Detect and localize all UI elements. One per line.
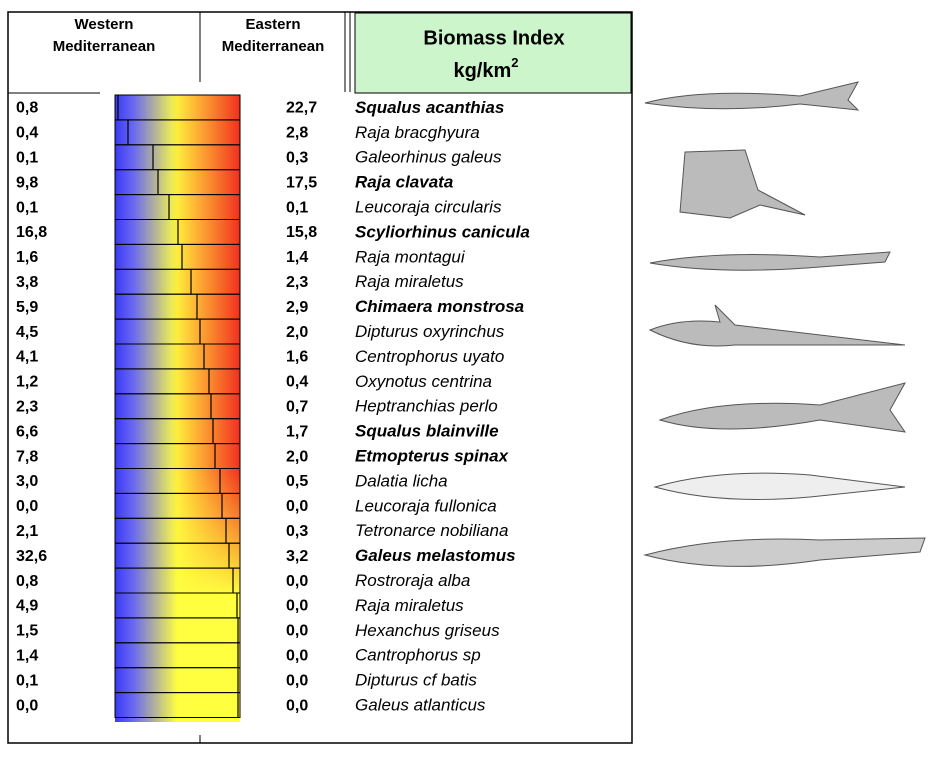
eastern-value: 0,0 — [286, 647, 308, 664]
western-value: 0,8 — [16, 100, 38, 117]
species: Raja miraletus — [355, 596, 464, 615]
species: Dipturus oxyrinchus — [355, 322, 505, 341]
eastern-value: 22,7 — [286, 100, 317, 117]
species: Squalus blainville — [355, 422, 499, 441]
species: Tetronarce nobiliana — [355, 521, 508, 540]
species: Centrophorus uyato — [355, 347, 504, 366]
species: Etmopterus spinax — [355, 447, 510, 466]
eastern-value: 0,7 — [286, 398, 308, 415]
western-value: 0,4 — [16, 125, 38, 142]
western-value: 0,1 — [16, 149, 38, 166]
western-value: 1,5 — [16, 623, 38, 640]
western-value: 32,6 — [16, 548, 47, 565]
western-value: 4,1 — [16, 349, 38, 366]
gradient — [115, 95, 240, 722]
eastern-value: 1,6 — [286, 349, 308, 366]
eastern-value: 0,0 — [286, 672, 308, 689]
header: Mediterranean — [222, 38, 325, 55]
eastern-value: 2,0 — [286, 324, 308, 341]
eastern-value: 2,8 — [286, 125, 308, 142]
western-value: 9,8 — [16, 174, 38, 191]
rows: 0,8 22,7 Squalus acanthias 0,4 2,8 Raja bracg… — [16, 94, 530, 718]
western-value: 1,4 — [16, 647, 38, 664]
header: Eastern — [245, 16, 300, 33]
fish — [653, 472, 906, 500]
western-value: 7,8 — [16, 448, 38, 465]
western-value: 0,1 — [16, 199, 38, 216]
header: Western — [75, 16, 134, 33]
eastern-value: 0,4 — [286, 374, 308, 391]
eastern-value: 17,5 — [286, 174, 317, 191]
species: Rostroraja alba — [355, 571, 470, 590]
western-value: 1,6 — [16, 249, 38, 266]
species: Galeus melastomus — [355, 546, 516, 565]
western-value: 4,5 — [16, 324, 38, 341]
species: Chimaera monstrosa — [355, 297, 524, 316]
species: Dalatia licha — [355, 471, 448, 490]
eastern-value: 0,0 — [286, 697, 308, 714]
western-value: 4,9 — [16, 598, 38, 615]
species: Leucoraja circularis — [355, 198, 502, 217]
species: Dipturus cf batis — [355, 671, 477, 690]
species: Hexanchus griseus — [355, 621, 500, 640]
fish — [649, 251, 891, 271]
eastern-value: 0,3 — [286, 523, 308, 540]
western-value: 0,8 — [16, 573, 38, 590]
eastern-value: 0,5 — [286, 473, 308, 490]
western-value: 0,1 — [16, 672, 38, 689]
eastern-value: 15,8 — [286, 224, 317, 241]
fish — [643, 537, 926, 567]
eastern-value: 0,0 — [286, 498, 308, 515]
species: Leucoraja fullonica — [355, 496, 497, 515]
eastern-value: 2,3 — [286, 274, 308, 291]
header: Mediterranean — [53, 38, 156, 55]
eastern-value: 1,4 — [286, 249, 308, 266]
species: Cantrophorus sp — [355, 646, 481, 665]
fish — [644, 81, 860, 111]
western-value: 2,3 — [16, 398, 38, 415]
eastern-value: 0,3 — [286, 149, 308, 166]
western-value: 1,2 — [16, 374, 38, 391]
western-value: 3,0 — [16, 473, 38, 490]
species: Raja bracghyura — [355, 123, 480, 142]
species: Raja miraletus — [355, 272, 464, 291]
unit: kg/km2 — [453, 55, 518, 82]
eastern-value: 2,0 — [286, 448, 308, 465]
species: Raja clavata — [355, 173, 453, 192]
species: Heptranchias perlo — [355, 397, 498, 416]
title-box — [354, 12, 632, 94]
fish — [658, 382, 907, 433]
species: Oxynotus centrina — [355, 372, 492, 391]
title: Biomass Index — [423, 27, 564, 49]
fish — [648, 304, 906, 347]
western-value: 2,1 — [16, 523, 38, 540]
ray — [679, 149, 806, 219]
eastern-value: 2,9 — [286, 299, 308, 316]
eastern-value: 0,0 — [286, 623, 308, 640]
western-value: 16,8 — [16, 224, 47, 241]
western-value: 0,0 — [16, 498, 38, 515]
species: Galeorhinus galeus — [355, 148, 502, 167]
eastern-value: 0,0 — [286, 573, 308, 590]
row-cell — [114, 692, 241, 718]
unit-power: 2 — [511, 55, 518, 70]
western-value: 6,6 — [16, 423, 38, 440]
frame — [7, 11, 633, 744]
western-value: 3,8 — [16, 274, 38, 291]
species: Scyliorhinus canicula — [355, 222, 530, 241]
eastern-value: 0,0 — [286, 598, 308, 615]
species: Squalus acanthias — [355, 98, 504, 117]
unit-text: kg/km — [453, 60, 511, 82]
species: Raja montagui — [355, 247, 466, 266]
western-value: 5,9 — [16, 299, 38, 316]
eastern-value: 0,1 — [286, 199, 308, 216]
illustrations — [643, 81, 926, 567]
eastern-value: 1,7 — [286, 423, 308, 440]
species: Galeus atlanticus — [355, 696, 486, 715]
eastern-value: 3,2 — [286, 548, 308, 565]
western-value: 0,0 — [16, 697, 38, 714]
